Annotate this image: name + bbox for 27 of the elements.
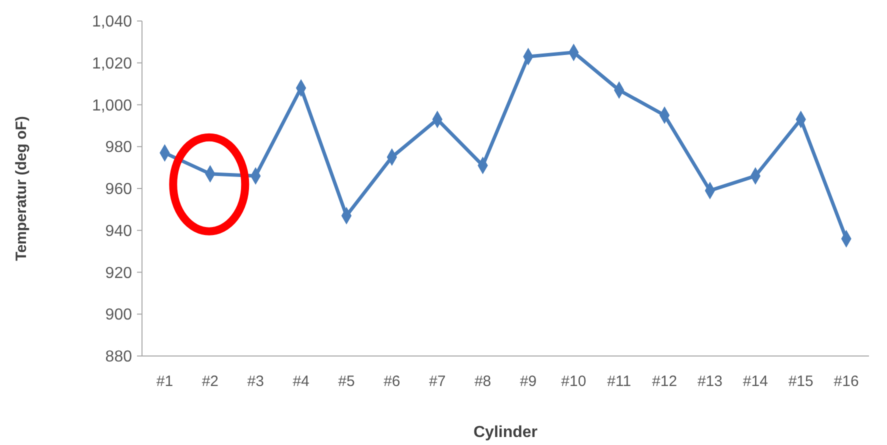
x-tick-label: #3 bbox=[247, 373, 264, 390]
x-tick-label: #9 bbox=[520, 373, 537, 390]
y-tick-label: 960 bbox=[105, 181, 132, 198]
y-tick-label: 940 bbox=[105, 222, 132, 240]
x-tick-label: #4 bbox=[292, 373, 310, 390]
y-tick-label: 880 bbox=[105, 348, 132, 366]
y-tick-label: 980 bbox=[105, 139, 132, 156]
x-tick-label: #14 bbox=[742, 373, 768, 390]
x-tick-label: #15 bbox=[788, 373, 814, 390]
y-axis-title: Temperatur (deg oF) bbox=[13, 116, 30, 261]
x-tick-label: #12 bbox=[652, 373, 678, 390]
y-tick-label: 920 bbox=[105, 264, 132, 282]
x-tick-label: #11 bbox=[607, 373, 632, 390]
x-tick-label: #13 bbox=[697, 373, 722, 390]
x-tick-label: #10 bbox=[561, 373, 586, 390]
y-tick-label: 1,040 bbox=[92, 14, 132, 31]
x-axis-title: Cylinder bbox=[473, 424, 538, 441]
x-tick-label: #1 bbox=[156, 373, 174, 390]
x-tick-label: #5 bbox=[338, 373, 355, 390]
x-tick-label: #16 bbox=[834, 373, 859, 390]
y-tick-label: 1,020 bbox=[92, 55, 132, 72]
x-tick-label: #8 bbox=[474, 373, 492, 390]
y-tick-label: 900 bbox=[105, 306, 132, 324]
x-tick-label: #6 bbox=[384, 373, 400, 390]
x-tick-label: #7 bbox=[429, 373, 446, 390]
x-tick-label: #2 bbox=[202, 373, 218, 390]
y-tick-label: 1,000 bbox=[92, 97, 132, 114]
